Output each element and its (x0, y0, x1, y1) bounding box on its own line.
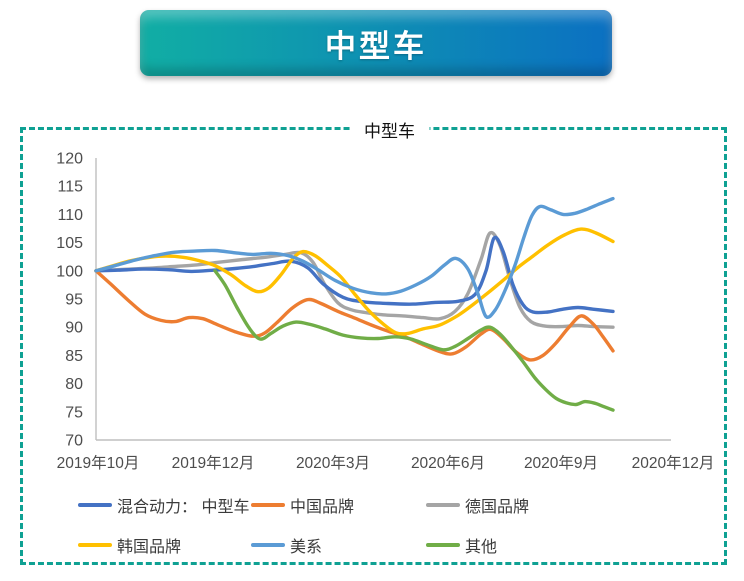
x-axis-tick-label: 2020年3月 (296, 454, 370, 472)
chart-title: 中型车 (350, 117, 429, 142)
y-axis-tick-label: 120 (56, 151, 83, 168)
series-line-中国品牌 (94, 269, 615, 362)
section-banner: 中型车 (140, 10, 612, 76)
x-axis-tick-label: 2020年9月 (524, 454, 598, 472)
legend-item-hybrid-midsize: 混合动力： 中型车 (78, 494, 249, 516)
legend-label-other: 其他 (465, 539, 498, 556)
line-chart: 70 75 80 85 90 95 100 105 110 115 120 2019年10月 2019年… (56, 151, 715, 473)
chart-panel: 中型车 70 75 80 85 90 95 100 105 110 115 120 2019年10月 2… (20, 117, 727, 565)
series-line-美系 (94, 196, 615, 319)
y-axis-tick-label: 115 (57, 179, 83, 196)
x-axis-tick-label: 2020年6月 (411, 454, 485, 472)
legend-swatch-korean-brand (78, 543, 112, 547)
x-axis-tick-label: 2019年10月 (57, 454, 140, 472)
series-line-德国品牌 (94, 230, 615, 329)
y-axis-tick-label: 100 (56, 263, 83, 280)
chart-legend: 混合动力： 中型车 中国品牌 德国品牌 韩国品牌 美系 其他 (78, 494, 678, 564)
series-line-混合动力： 中型车 (94, 235, 615, 315)
legend-swatch-german-brand (426, 503, 460, 507)
series-line-其他 (213, 269, 615, 412)
legend-item-other: 其他 (426, 534, 497, 556)
legend-swatch-american-brand (251, 543, 285, 547)
legend-label-american-brand: 美系 (290, 539, 323, 556)
y-axis-tick-label: 75 (65, 404, 83, 421)
y-axis-tick-label: 110 (57, 207, 83, 224)
legend-item-american-brand: 美系 (251, 534, 322, 556)
x-axis-tick-label: 2019年12月 (172, 454, 255, 472)
y-axis-tick-label: 90 (65, 320, 83, 337)
legend-item-german-brand: 德国品牌 (426, 494, 529, 516)
x-axis-tick-label: 2020年12月 (632, 454, 715, 472)
legend-label-china-brand: 中国品牌 (290, 499, 355, 516)
legend-item-china-brand: 中国品牌 (251, 494, 354, 516)
legend-label-hybrid-midsize: 混合动力： 中型车 (117, 499, 250, 516)
legend-swatch-china-brand (251, 503, 285, 507)
legend-label-korean-brand: 韩国品牌 (117, 539, 182, 556)
y-axis-tick-label: 85 (65, 348, 83, 365)
y-axis-tick-label: 105 (56, 235, 83, 252)
legend-item-korean-brand: 韩国品牌 (78, 534, 181, 556)
legend-swatch-hybrid-midsize (78, 503, 112, 507)
banner-title: 中型车 (325, 28, 427, 64)
legend-label-german-brand: 德国品牌 (465, 499, 530, 516)
y-axis-tick-label: 80 (65, 376, 83, 393)
y-axis-tick-label: 95 (65, 292, 83, 309)
y-axis-tick-label: 70 (65, 433, 83, 450)
legend-swatch-other (426, 543, 460, 547)
